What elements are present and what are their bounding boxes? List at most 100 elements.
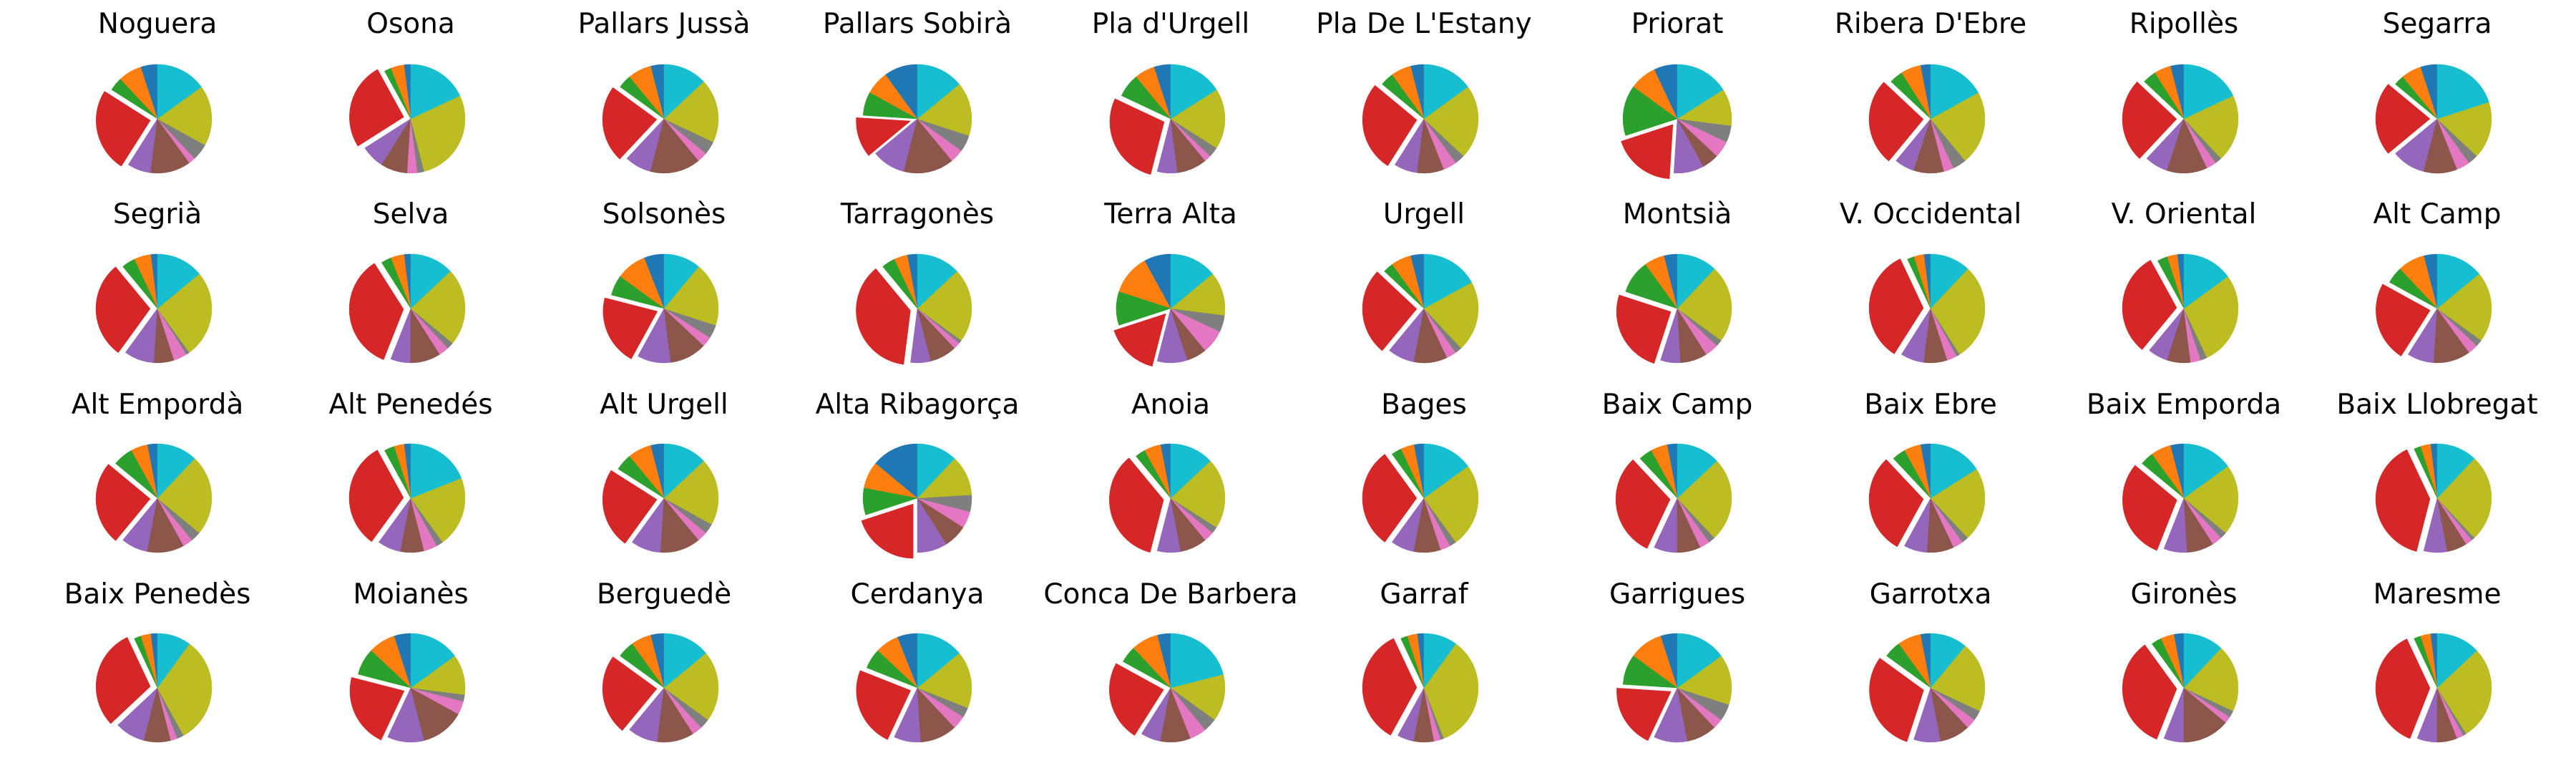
pie-slice-8 [917, 84, 972, 136]
pie-pla-d-urgell: Pla d'Urgell [1092, 8, 1249, 175]
pie-slice-5 [2183, 687, 2226, 743]
pie-slice-2 [358, 650, 411, 689]
pie-slice-9 [663, 633, 706, 689]
pie-slice-2 [381, 258, 411, 309]
pie-slice-8 [663, 266, 719, 326]
pie-slice-2 [1622, 655, 1678, 689]
pie-slice-8 [410, 477, 466, 543]
pie-slice-2 [862, 92, 918, 120]
pie-garraf: Garraf [1362, 578, 1479, 743]
pie-slice-3 [861, 503, 914, 559]
pie-slice-9 [1677, 64, 1724, 120]
pie-slice-9 [663, 443, 704, 499]
pie-slice-2 [1622, 86, 1678, 136]
pie-slice-2 [2395, 77, 2438, 120]
pie-alt-urgell: Alt Urgell [600, 389, 728, 553]
pie-title: Alt Penedés [328, 389, 492, 421]
pie-slice-3 [2375, 84, 2431, 154]
pie-slice-8 [1930, 646, 1986, 711]
pie-slice-3 [1362, 454, 1418, 543]
pie-slice-2 [2151, 638, 2185, 689]
pie-slice-9 [1930, 64, 1979, 120]
pie-ribera-d-ebre: Ribera D'Ebre [1835, 8, 2026, 174]
pie-slice-8 [1423, 465, 1479, 543]
pie-v-occidental: V. Occidental [1840, 198, 2021, 364]
pie-title: Gironès [2130, 578, 2237, 611]
pie-title: V. Occidental [1840, 198, 2021, 230]
pie-slice-9 [663, 253, 699, 309]
pie-title: Priorat [1631, 8, 1724, 40]
pie-slice-8 [157, 273, 213, 353]
pie-slice-2 [1123, 648, 1171, 689]
pie-slice-2 [620, 643, 665, 689]
pie-slice-3 [602, 87, 658, 160]
pie-slice-3 [856, 670, 912, 740]
pie-slice-8 [1423, 282, 1479, 349]
pie-slice-2 [1382, 74, 1425, 120]
pie-baix-camp: Baix Camp [1602, 389, 1752, 553]
pie-slice-9 [1930, 443, 1977, 499]
pie-alt-pened-s: Alt Penedés [328, 389, 493, 553]
pie-slice-3 [602, 656, 658, 731]
pie-slice-3 [1616, 688, 1672, 742]
pie-slice-3 [1869, 658, 1924, 742]
pie-slice-2 [2157, 256, 2185, 309]
pie-slice-2 [1907, 256, 1931, 309]
pie-slice-9 [1423, 443, 1468, 499]
pie-title: Garraf [1380, 578, 1468, 611]
pie-title: Tarragonès [840, 198, 994, 230]
pie-slice-8 [2183, 276, 2239, 359]
pie-slice-8 [2436, 458, 2492, 538]
pie-title: Alt Camp [2373, 198, 2501, 230]
pie-title: Montsià [1623, 198, 1732, 230]
pie-slice-9 [2183, 443, 2228, 499]
pie-slice-3 [2122, 465, 2177, 551]
pie-slice-2 [611, 276, 665, 309]
pie-slice-3 [1109, 663, 1164, 736]
pie-slice-2 [1121, 77, 1171, 120]
pie-slice-8 [1930, 468, 1986, 538]
pie-slice-8 [1677, 655, 1732, 705]
pie-slice-8 [157, 643, 213, 736]
pie-slice-9 [2436, 64, 2489, 120]
pie-slice-3 [349, 69, 404, 147]
pie-slice-3 [1362, 638, 1418, 736]
pie-slice-2 [122, 258, 158, 309]
pie-slice-9 [157, 64, 202, 120]
pie-slice-8 [1677, 460, 1732, 538]
pie-bages: Bages [1362, 389, 1479, 553]
pie-slice-3 [1615, 459, 1671, 549]
pie-slice-2 [1384, 264, 1425, 309]
pie-slice-3 [2376, 283, 2431, 357]
pie-slice-8 [157, 86, 213, 145]
pie-slice-9 [1677, 443, 1717, 499]
pie-title: Garrotxa [1870, 578, 1992, 611]
pie-slice-9 [2183, 633, 2222, 689]
pie-tarragon-s: Tarragonès [840, 198, 994, 365]
pie-slice-2 [2414, 636, 2438, 689]
pie-title: Osona [366, 8, 455, 40]
pie-slice-9 [2183, 253, 2228, 309]
pie-title: Segrià [113, 198, 202, 230]
pie-urgell: Urgell [1362, 198, 1479, 364]
pie-slice-8 [1930, 92, 1986, 161]
pie-slice-2 [882, 258, 918, 309]
pie-slice-2 [384, 446, 411, 499]
pie-title: V. Oriental [2112, 198, 2257, 230]
pie-slice-2 [384, 68, 411, 120]
pie-slice-3 [95, 91, 151, 167]
pie-ripoll-s: Ripollès [2122, 8, 2238, 174]
pie-slice-3 [2375, 638, 2431, 739]
pie-osona: Osona [349, 8, 466, 174]
pie-pallars-juss-: Pallars Jussà [578, 8, 751, 174]
pie-title: Alt Urgell [600, 389, 728, 421]
pie-title: Pallars Jussà [578, 8, 751, 40]
pie-slice-8 [663, 460, 719, 525]
pie-slice-3 [95, 266, 151, 354]
pie-title: Bages [1381, 389, 1467, 421]
pie-slice-3 [1616, 294, 1672, 364]
pie-alta-ribagor-a: Alta Ribagorça [816, 389, 1019, 559]
pie-slice-8 [410, 271, 466, 344]
pie-slice-2 [1136, 450, 1171, 499]
